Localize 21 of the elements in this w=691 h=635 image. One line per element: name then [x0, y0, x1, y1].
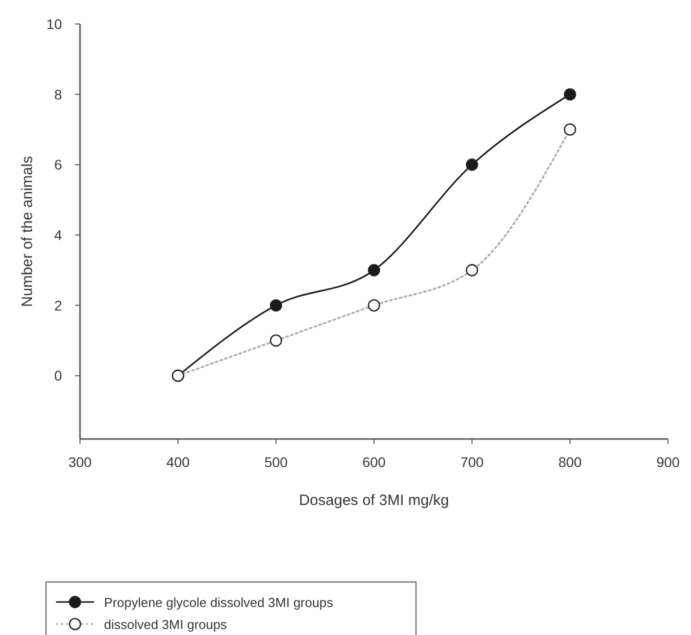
- x-tick-label: 800: [558, 454, 582, 470]
- point: [270, 299, 282, 312]
- y-tick-label: 10: [46, 16, 62, 32]
- x-tick-label: 300: [68, 454, 92, 470]
- y-tick-label: 2: [54, 297, 62, 314]
- y-tick-label: 0: [54, 368, 62, 384]
- legend-label: Propylene glycole dissolved 3MI groups: [104, 595, 334, 610]
- x-tick-label: 600: [362, 454, 386, 470]
- x-tick-label: 500: [264, 454, 288, 470]
- x-tick-label: 900: [656, 454, 680, 470]
- y-tick-label: 4: [54, 227, 62, 244]
- y-axis-title: Number of the animals: [19, 156, 36, 307]
- point: [564, 88, 576, 100]
- x-tick-label: 400: [166, 454, 190, 470]
- y-tick-label: 6: [54, 156, 62, 173]
- x-tick-label: 700: [460, 454, 484, 470]
- x-axis-title: Dosages of 3MI mg/kg: [298, 492, 450, 509]
- point: [466, 158, 478, 171]
- legend-label: dissolved 3MI groups: [104, 617, 228, 632]
- point: [368, 264, 380, 276]
- y-tick-label: 8: [54, 86, 62, 102]
